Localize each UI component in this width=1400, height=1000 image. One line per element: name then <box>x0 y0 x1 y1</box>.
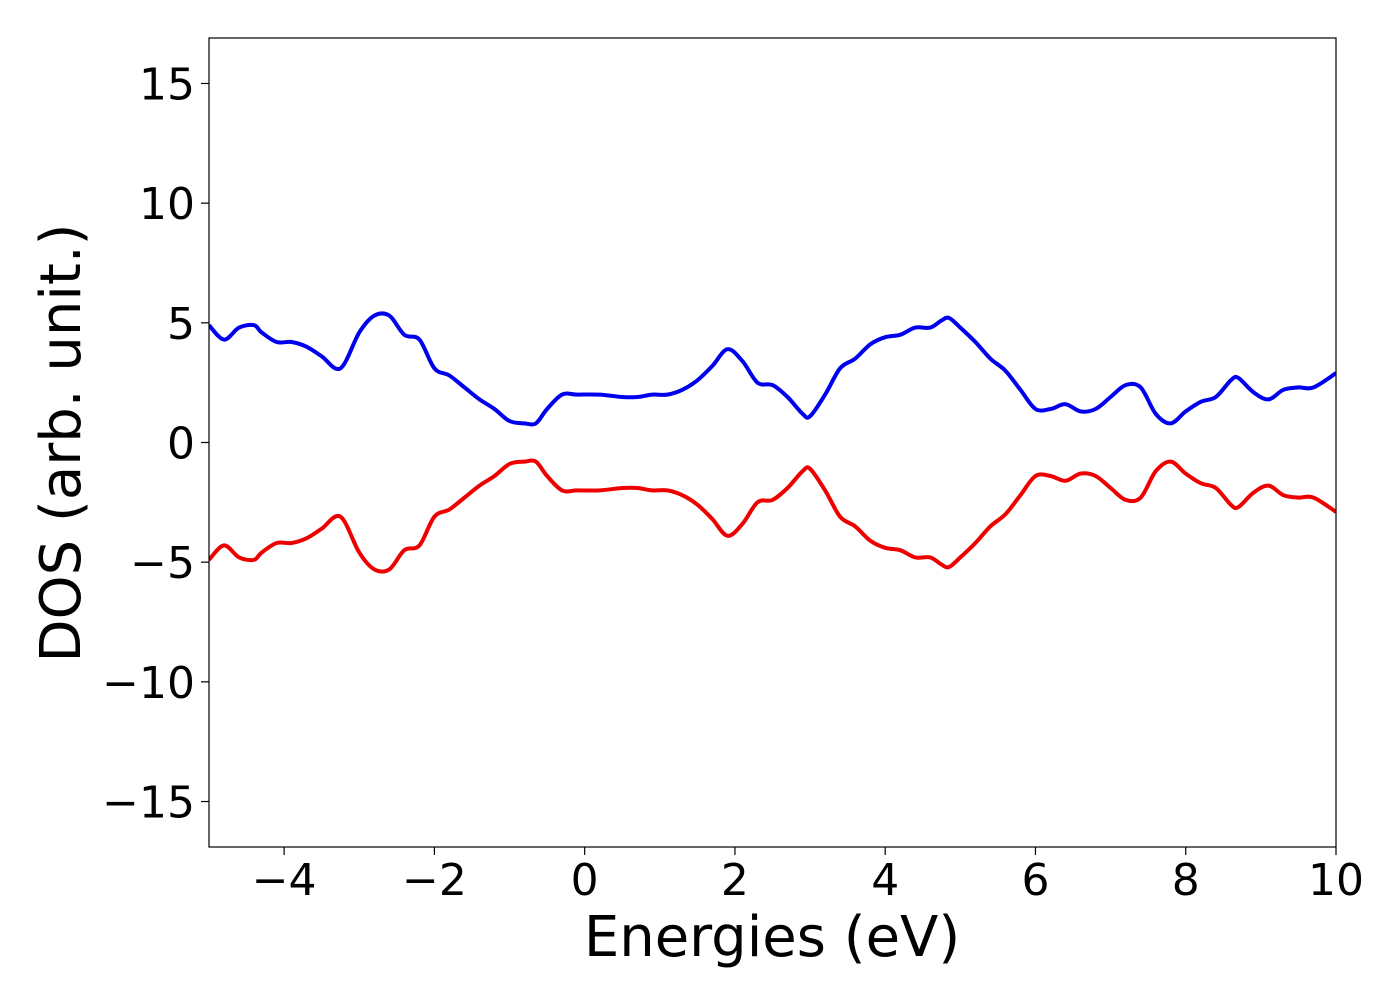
series-layer <box>209 311 1336 574</box>
y-tick-label: 5 <box>167 299 195 350</box>
y-tick-label: 15 <box>139 59 195 110</box>
x-axis-ticks: −4 −2 0 2 4 6 8 10 <box>252 847 1364 906</box>
y-axis-title: DOS (arb. unit.) <box>29 223 94 662</box>
series-line-2 <box>209 458 1336 574</box>
y-tick-label: −15 <box>102 778 195 829</box>
y-tick-label: 0 <box>167 419 195 470</box>
y-tick-label: −5 <box>130 538 195 589</box>
x-tick-label: 8 <box>1172 855 1200 906</box>
x-tick-label: −2 <box>402 855 467 906</box>
x-tick-label: 0 <box>571 855 599 906</box>
x-tick-label: 4 <box>871 855 899 906</box>
y-tick-label: −10 <box>102 658 195 709</box>
y-axis-ticks: −15 −10 −5 0 5 10 15 <box>102 59 209 829</box>
x-axis-title: Energies (eV) <box>584 905 960 970</box>
x-tick-label: 6 <box>1021 855 1049 906</box>
x-tick-label: 2 <box>721 855 749 906</box>
x-tick-label: 10 <box>1308 855 1364 906</box>
y-tick-label: 10 <box>139 179 195 230</box>
series-line-1 <box>209 311 1336 427</box>
x-tick-label: −4 <box>252 855 317 906</box>
plot-frame <box>208 37 1337 848</box>
